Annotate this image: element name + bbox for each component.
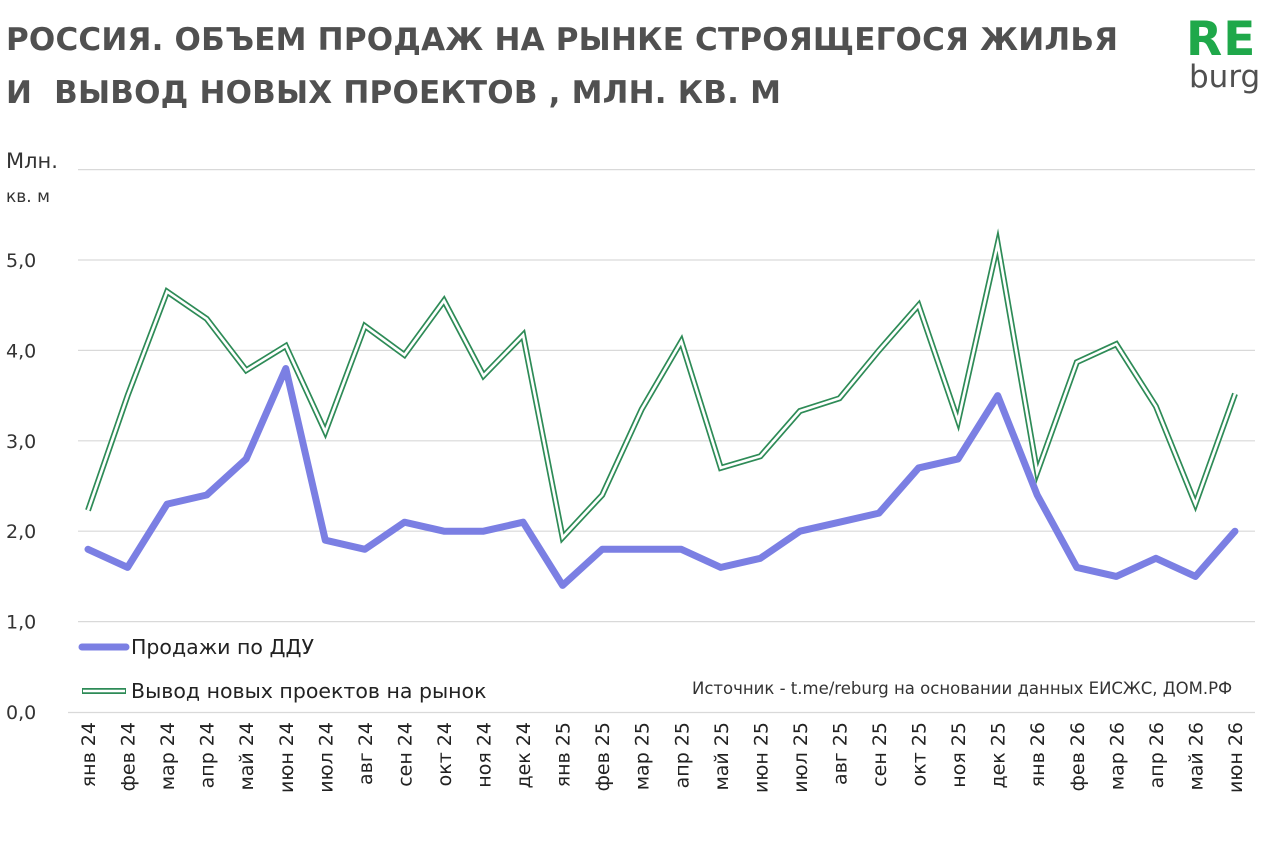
y-tick-label: 0,0 (6, 702, 36, 724)
y-tick-label: 3,0 (6, 431, 36, 453)
x-tick-label: янв 26 (1027, 722, 1049, 787)
chart-title-line-1: РОССИЯ. ОБЪЕМ ПРОДАЖ НА РЫНКЕ СТРОЯЩЕГОС… (6, 22, 1119, 58)
x-tick-label: авг 25 (829, 722, 851, 785)
x-tick-label: июн 26 (1225, 722, 1247, 793)
y-tick-label: 5,0 (6, 250, 36, 272)
x-tick-label: окт 24 (434, 722, 456, 786)
logo-text-burg: burg (1189, 59, 1261, 95)
y-tick-label: 4,0 (6, 340, 36, 362)
logo-text-re: RE (1186, 12, 1257, 67)
y-tick-label: 1,0 (6, 612, 36, 634)
x-tick-label: янв 24 (78, 722, 100, 787)
x-tick-label: мар 25 (632, 722, 654, 790)
x-tick-label: май 24 (236, 722, 258, 791)
x-tick-label: мар 24 (157, 722, 179, 790)
series-line-new-projects-inner (86, 237, 1237, 541)
y-tick-label: 2,0 (6, 521, 36, 543)
x-tick-label: мар 26 (1106, 722, 1128, 790)
x-tick-label: дек 24 (513, 722, 535, 789)
series-line-sales (84, 365, 1239, 589)
x-tick-label: май 26 (1185, 722, 1207, 791)
legend-label: Продажи по ДДУ (131, 635, 315, 659)
x-tick-label: янв 25 (553, 722, 575, 787)
y-axis-unit-line-1: Млн. (6, 149, 58, 173)
series-line-new-projects-outer (85, 228, 1238, 544)
x-tick-label: апр 24 (197, 722, 219, 788)
source-note: Источник - t.me/reburg на основании данн… (692, 679, 1233, 698)
x-tick-label: ноя 25 (948, 722, 970, 788)
x-tick-label: апр 26 (1146, 722, 1168, 788)
x-tick-label: сен 25 (869, 722, 891, 787)
x-tick-label: фев 26 (1067, 722, 1089, 791)
x-tick-label: дек 25 (988, 722, 1010, 789)
x-tick-label: июн 24 (276, 722, 298, 793)
x-tick-label: апр 25 (671, 722, 693, 788)
y-axis-unit-label: Млн. кв. м (6, 146, 58, 218)
reburg-logo: RE burg (1186, 12, 1266, 95)
y-axis-unit-line-2: кв. м (6, 187, 50, 207)
x-tick-label: май 25 (711, 722, 733, 791)
legend-label: Вывод новых проектов на рынок (131, 679, 486, 703)
x-tick-label: июл 25 (790, 722, 812, 793)
x-tick-label: ноя 24 (474, 722, 496, 788)
x-tick-label: окт 25 (909, 722, 931, 786)
x-tick-label: июн 25 (750, 722, 772, 793)
chart-title: РОССИЯ. ОБЪЕМ ПРОДАЖ НА РЫНКЕ СТРОЯЩЕГОС… (6, 14, 1119, 120)
x-tick-label: фев 25 (592, 722, 614, 791)
x-tick-label: авг 24 (355, 722, 377, 785)
chart-title-line-2: И ВЫВОД НОВЫХ ПРОЕКТОВ , МЛН. КВ. М (6, 75, 782, 111)
x-tick-label: фев 24 (118, 722, 140, 791)
x-tick-label: сен 24 (394, 722, 416, 787)
x-tick-label: июл 24 (315, 722, 337, 793)
